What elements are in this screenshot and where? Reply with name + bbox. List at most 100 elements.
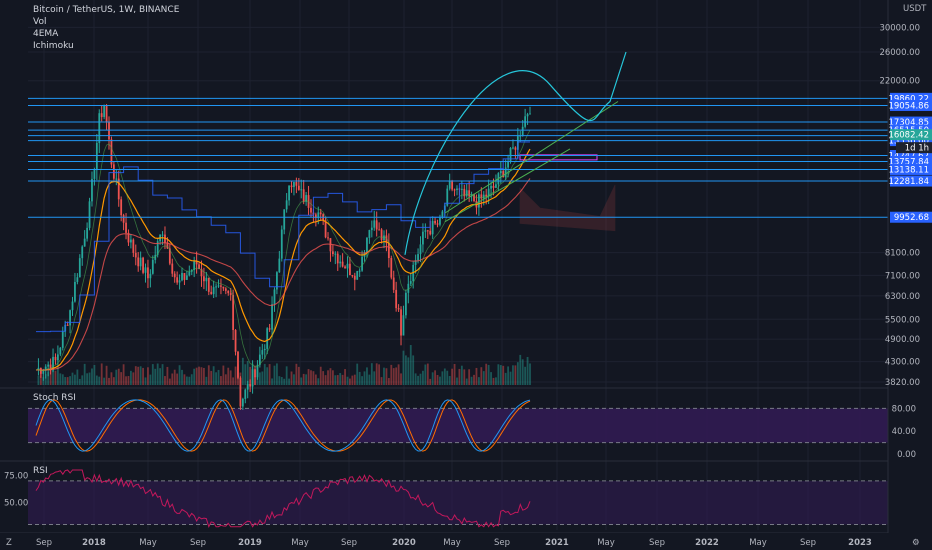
indicator-4ema[interactable]: 4EMA	[33, 29, 59, 39]
stoch-rsi-title[interactable]: Stoch RSI	[33, 393, 76, 403]
candle-body	[71, 301, 74, 311]
volume-bar	[164, 376, 166, 385]
candle-body	[256, 364, 259, 378]
candle-body	[149, 273, 152, 279]
candle-body	[295, 182, 298, 186]
candle-body	[132, 239, 135, 253]
candle-body	[268, 328, 271, 330]
volume-bar	[441, 371, 444, 385]
volume-bar	[351, 375, 354, 385]
volume-bar	[280, 377, 283, 385]
volume-bar	[373, 371, 376, 385]
volume-bar	[424, 364, 427, 385]
volume-bar	[385, 368, 388, 385]
rsi-band	[28, 480, 888, 525]
volume-bar	[237, 364, 239, 385]
candle-body	[439, 217, 441, 225]
volume-bar	[130, 370, 132, 385]
volume-bar	[366, 367, 368, 385]
target-box	[519, 154, 598, 161]
candle-body	[251, 369, 254, 387]
candle-body	[254, 369, 256, 378]
stoch-k-line	[35, 399, 531, 452]
level-tag-8: 13138.11	[888, 165, 929, 175]
candle-body	[448, 180, 451, 189]
price-tick-1: 26000.00	[879, 48, 920, 58]
volume-bar	[404, 355, 407, 385]
candle-body	[108, 122, 110, 140]
indicator-vol[interactable]: Vol	[33, 17, 47, 27]
candle-body	[122, 215, 125, 223]
candle-body	[203, 276, 205, 282]
time-tick-14: May	[749, 538, 767, 548]
gear-icon[interactable]: ⚙	[912, 538, 920, 548]
volume-bar	[353, 374, 356, 385]
candle-body	[168, 248, 171, 264]
volume-bar	[327, 370, 329, 385]
candle-body	[417, 254, 419, 261]
volume-bar	[363, 371, 366, 385]
volume-bar	[305, 374, 308, 385]
candle-body	[456, 188, 458, 190]
candle-body	[147, 267, 149, 279]
level-tag-0: 19860.22	[888, 94, 929, 104]
volume-bar	[95, 375, 98, 385]
volume-bar	[132, 372, 135, 385]
volume-bar	[477, 377, 480, 385]
time-tick-1: 2018	[82, 538, 106, 548]
volume-bar	[227, 367, 230, 385]
volume-bar	[278, 376, 281, 385]
volume-bar	[358, 371, 361, 385]
volume-bar	[434, 370, 436, 385]
candle-body	[258, 354, 261, 365]
candle-body	[482, 194, 485, 199]
volume-bar	[310, 370, 312, 385]
level-tag-7: 13757.84	[888, 158, 929, 168]
volume-bar	[178, 365, 181, 385]
volume-bar	[293, 374, 295, 385]
candle-body	[358, 270, 361, 272]
ema-line-1	[35, 148, 531, 371]
candle-body	[380, 229, 383, 241]
candle-body	[57, 354, 59, 361]
volume-bar	[521, 359, 524, 385]
candle-body	[188, 271, 191, 276]
level-tag-bg-6	[890, 150, 932, 162]
candle-body	[351, 275, 354, 277]
volume-bar	[137, 366, 140, 385]
candle-body	[112, 164, 115, 179]
rsi-title[interactable]: RSI	[33, 466, 48, 476]
indicator-ichimoku[interactable]: Ichimoku	[33, 41, 74, 51]
candle-body	[200, 269, 203, 277]
trend-line-lower	[444, 148, 571, 223]
volume-bar	[378, 364, 381, 385]
volume-bar	[149, 374, 152, 385]
volume-bar	[190, 374, 193, 385]
volume-bar	[224, 374, 227, 385]
candle-body	[300, 189, 303, 191]
candle-body	[212, 287, 215, 295]
candle-body	[495, 184, 497, 188]
price-tick-3: 8100.00	[885, 249, 920, 259]
time-axis-bg	[0, 533, 932, 550]
candle-body	[205, 277, 208, 282]
volume-bar	[207, 365, 210, 385]
volume-bar	[344, 369, 346, 385]
volume-bar	[117, 368, 120, 385]
candle-body	[95, 142, 98, 171]
zoom-icon[interactable]: Z	[6, 538, 12, 548]
volume-bar	[120, 372, 123, 385]
candle-body	[317, 212, 320, 219]
rsi-tick-0: 75.00	[4, 471, 28, 481]
volume-bar	[176, 373, 179, 385]
volume-bar	[456, 377, 458, 385]
symbol-title[interactable]: Bitcoin / TetherUS, 1W, BINANCE	[33, 5, 180, 15]
candle-body	[485, 194, 488, 197]
volume-bar	[241, 357, 244, 385]
volume-bar	[295, 363, 298, 385]
volume-bar	[171, 373, 174, 385]
level-tag-bg-5	[890, 135, 932, 147]
candle-body	[83, 238, 86, 247]
